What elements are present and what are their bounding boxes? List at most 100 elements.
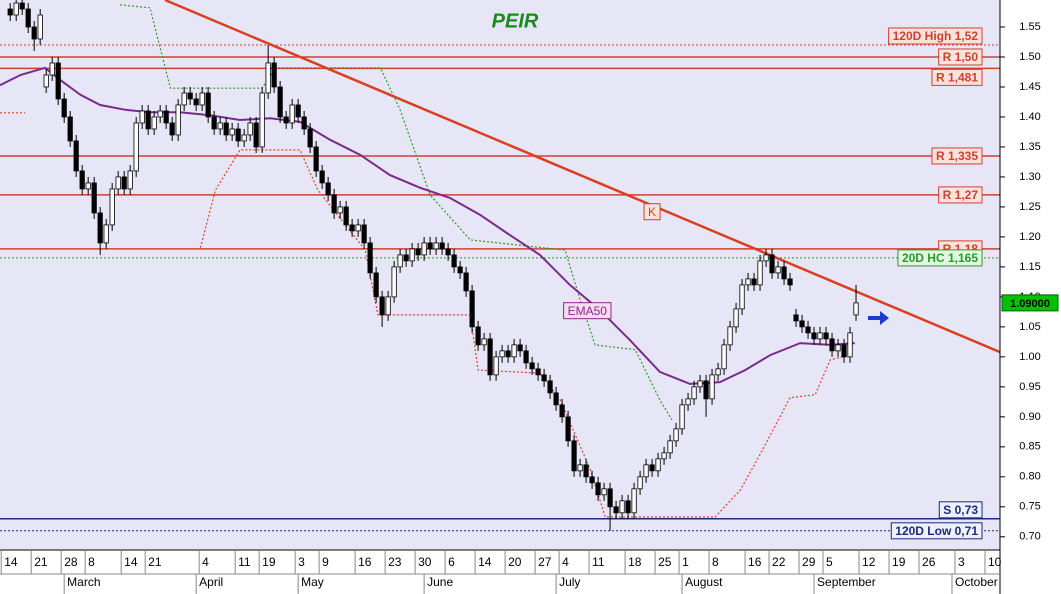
y-tick-label: 1.50 [1019,51,1040,63]
month-label: August [685,575,723,589]
level-label-box [890,522,983,540]
candle-body [121,176,127,190]
candle-body [13,2,19,16]
x-tick-label: 10 [988,555,1002,569]
y-tick-label: 1.30 [1019,171,1040,183]
candle-body [421,242,427,256]
x-tick-label: 25 [658,555,672,569]
candle-body [145,110,151,130]
candle-body [853,302,859,316]
month-label: July [559,575,580,589]
candle-body [829,338,835,352]
candle-body [109,188,115,226]
level-label: 120D High 1,52 [893,29,979,43]
candle-body [127,170,133,190]
candle-body [391,266,397,298]
level-label: S 0,73 [943,503,978,517]
candle-body [517,344,523,352]
level-label-box [931,147,983,165]
candle-body [667,440,673,454]
candle-body [607,488,613,508]
candle-body [289,104,295,124]
candle-body [115,176,121,190]
x-tick-label: 9 [322,555,329,569]
x-tick-label: 6 [448,555,455,569]
candle-body [187,92,193,100]
x-tick-label: 4 [202,555,209,569]
candle-body [811,332,817,340]
x-tick-label: 3 [298,555,305,569]
candle-body [625,500,631,514]
candle-body [799,320,805,328]
x-tick-label: 16 [358,555,372,569]
candle-body [451,254,457,268]
candle-body [43,74,49,88]
candle-body [25,8,31,28]
month-label: March [67,575,100,589]
candle-body [655,458,661,472]
annotation: K [648,205,656,219]
y-tick-label: 0.95 [1019,381,1040,393]
month-label: May [301,575,324,589]
candle-body [691,386,697,400]
candle-body [769,254,775,274]
level-label: 120D Low 0,71 [895,524,978,538]
candle-body [157,110,163,118]
candle-body [613,506,619,514]
candle-body [211,116,217,130]
x-tick-label: 1 [682,555,689,569]
candle-body [313,146,319,172]
candle-body [49,62,55,76]
candle-body [427,242,433,250]
candle-body [241,134,247,142]
overlay-line [119,4,673,421]
x-tick-label: 11 [592,555,605,569]
level-label: 20D HC 1,165 [902,251,978,265]
candle-body [523,350,529,364]
candle-body [73,140,79,172]
candle-body [337,206,343,214]
candle-body [643,464,649,478]
y-tick-label: 1.55 [1019,21,1040,33]
y-tick-label: 0.75 [1019,501,1040,513]
candle-body [37,14,43,40]
candle-body [97,212,103,244]
candle-body [193,98,199,106]
x-tick-label: 29 [802,555,816,569]
x-tick-label: 22 [772,555,786,569]
x-tick-label: 5 [826,555,833,569]
candle-body [199,92,205,106]
level-label: R 1,27 [943,188,979,202]
y-tick-label: 1.20 [1019,231,1040,243]
level-label-box [938,186,983,204]
candle-body [469,290,475,328]
candle-body [847,332,853,358]
candle-body [91,182,97,214]
candle-body [751,278,757,286]
candle-body [139,110,145,124]
candle-body [31,26,37,40]
level-label: R 1,481 [936,71,978,85]
plot-layer [0,0,1000,532]
candle-body [577,464,583,472]
candle-body [19,2,25,10]
candle-body [727,326,733,346]
candle-body [745,278,751,286]
candle-body [817,332,823,340]
candle-body [685,398,691,406]
candle-body [619,500,625,514]
candle-body [259,92,265,148]
candle-body [79,170,85,190]
candle-body [175,104,181,136]
candle-body [457,266,463,274]
y-tick-label: 1.05 [1019,321,1040,333]
candle-body [565,416,571,442]
x-tick-label: 14 [478,555,492,569]
candle-body [253,122,259,148]
chart-title: PEIR [492,10,539,32]
candle-body [499,350,505,358]
x-tick-label: 8 [88,555,95,569]
candle-body [319,170,325,184]
candle-body [367,242,373,274]
y-tick-label: 1.45 [1019,81,1040,93]
